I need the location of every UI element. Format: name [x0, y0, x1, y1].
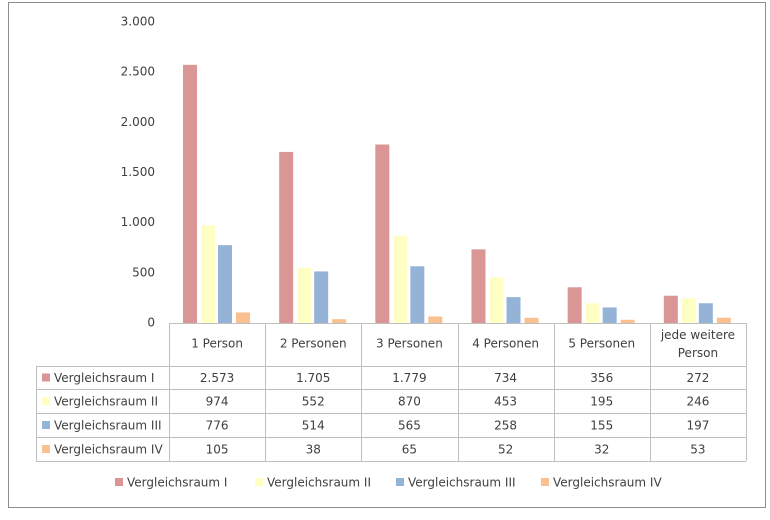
y-tick-label: 2.000 — [121, 115, 155, 129]
frame — [8, 2, 766, 508]
x-tick-label: 2 Personen — [280, 337, 347, 351]
table-cell: 246 — [686, 395, 709, 409]
table-cell: 552 — [302, 395, 325, 409]
table-cell: 974 — [206, 395, 229, 409]
y-tick-label: 1.500 — [121, 165, 155, 179]
legend-label: Vergleichsraum IV — [553, 476, 662, 490]
legend-swatch — [115, 478, 123, 486]
table-cell: 565 — [398, 419, 421, 433]
table-cell: 1.779 — [392, 371, 426, 385]
legend-swatch — [396, 478, 404, 486]
bar — [489, 277, 504, 323]
bar — [506, 297, 521, 323]
table-cell: 870 — [398, 395, 421, 409]
table-cell: 53 — [690, 443, 705, 457]
table-row-label: Vergleichsraum I — [54, 371, 154, 385]
bar — [410, 266, 425, 323]
bar — [297, 267, 312, 323]
table-cell: 195 — [590, 395, 613, 409]
bar — [698, 303, 713, 323]
bar — [314, 271, 329, 323]
table-cell: 38 — [306, 443, 321, 457]
table-cell: 272 — [686, 371, 709, 385]
table-cell: 514 — [302, 419, 325, 433]
table-cell: 1.705 — [296, 371, 330, 385]
table-cell: 734 — [494, 371, 517, 385]
table-cell: 2.573 — [200, 371, 234, 385]
bar — [393, 235, 408, 323]
bar — [332, 319, 347, 323]
table-cell: 356 — [590, 371, 613, 385]
table-cell: 197 — [686, 419, 709, 433]
bar — [279, 151, 294, 323]
legend-swatch — [42, 373, 50, 382]
table-cell: 52 — [498, 443, 513, 457]
table-cell: 155 — [590, 419, 613, 433]
bar — [681, 298, 696, 323]
x-tick-label: 3 Personen — [376, 337, 443, 351]
bar — [602, 307, 617, 323]
table-cell: 776 — [206, 419, 229, 433]
table-row-label: Vergleichsraum III — [54, 419, 162, 433]
bar — [585, 303, 600, 323]
legend-swatch — [42, 397, 50, 405]
bar — [663, 295, 678, 323]
legend-swatch — [42, 421, 50, 429]
bar — [716, 317, 731, 323]
table-cell: 65 — [402, 443, 417, 457]
y-tick-label: 500 — [132, 265, 155, 279]
table-cell: 32 — [594, 443, 609, 457]
y-tick-label: 3.000 — [121, 15, 155, 29]
x-tick-label: 1 Person — [191, 337, 243, 351]
x-tick-label: 4 Personen — [472, 337, 539, 351]
legend-label: Vergleichsraum III — [408, 476, 516, 490]
legend-swatch — [255, 478, 263, 486]
bar — [236, 312, 250, 323]
legend-label: Vergleichsraum II — [267, 476, 371, 490]
table-cell: 258 — [494, 419, 517, 433]
bar — [218, 245, 232, 323]
y-tick-label: 0 — [147, 316, 155, 330]
y-tick-label: 1.000 — [121, 215, 155, 229]
bar — [183, 64, 197, 323]
bar — [620, 319, 635, 323]
bar — [428, 316, 443, 323]
bar — [524, 317, 539, 323]
bar — [567, 287, 582, 323]
table-row-label: Vergleichsraum II — [54, 395, 158, 409]
legend-label: Vergleichsraum I — [127, 476, 227, 490]
x-tick-label: jede weitere Person — [660, 328, 735, 360]
legend-swatch — [541, 478, 549, 486]
table-cell: 105 — [206, 443, 229, 457]
table-row-label: Vergleichsraum IV — [54, 443, 163, 457]
x-tick-label: 5 Personen — [568, 337, 635, 351]
y-tick-label: 2.500 — [121, 65, 155, 79]
bar — [201, 225, 215, 323]
bar — [471, 249, 486, 323]
table-cell: 453 — [494, 395, 517, 409]
bar — [375, 144, 390, 323]
legend-swatch — [42, 445, 50, 453]
